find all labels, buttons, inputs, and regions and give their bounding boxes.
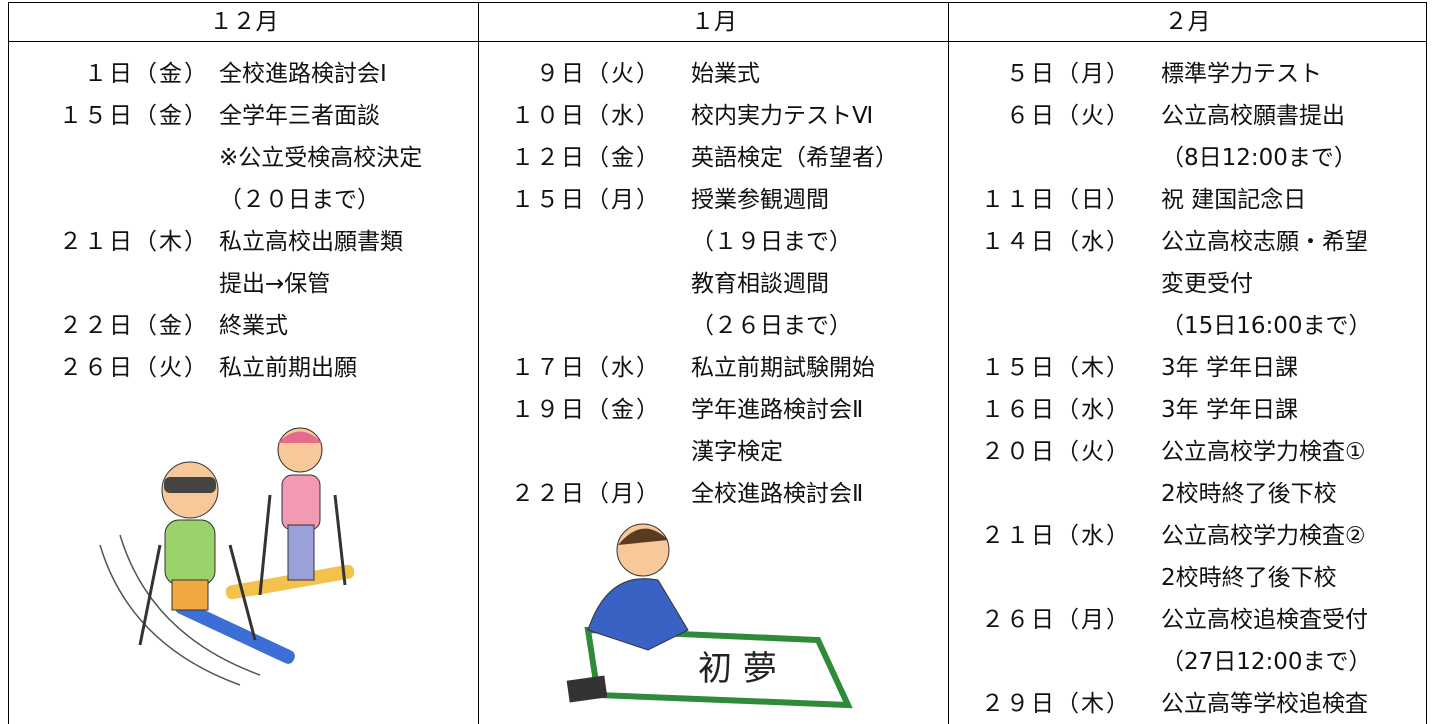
event-text: 変更受付 <box>1161 271 1253 297</box>
event-date: ２１日（水） <box>981 523 1131 549</box>
event-text: 2校時終了後下校 <box>1161 565 1337 591</box>
event-text: 公立高等学校追検査 <box>1161 691 1368 717</box>
event-text: 標準学力テスト <box>1161 61 1322 87</box>
event-text: 終業式 <box>219 313 288 339</box>
event-date: １日（金） <box>84 61 209 87</box>
event-date: ２６日（火） <box>59 355 209 381</box>
event-text: （２０日まで） <box>219 187 380 213</box>
event-text: 学年進路検討会Ⅱ <box>691 397 864 423</box>
event-text: 私立高校出願書類 <box>219 229 403 255</box>
event-text: 祝 建国記念日 <box>1161 187 1307 213</box>
event-date: ５日（月） <box>1006 61 1131 87</box>
event-text: 提出→保管 <box>219 271 331 297</box>
event-date: １０日（水） <box>511 103 661 129</box>
event-date: １１日（日） <box>981 187 1131 213</box>
event-date: ９日（火） <box>536 61 661 87</box>
event-date: １５日（木） <box>981 355 1131 381</box>
event-text: 漢字検定 <box>691 439 783 465</box>
event-date: １６日（水） <box>981 397 1131 423</box>
event-text: 全学年三者面談 <box>219 103 380 129</box>
event-text: （8日12:00まで） <box>1161 145 1357 171</box>
event-text: （15日16:00まで） <box>1161 313 1372 339</box>
month-column: １月 ９日（火） 始業式 １０日（水） 校内実力テストⅥ １２日（金） 英語検定（希望者） １… <box>478 2 949 724</box>
event-date: ２９日（木） <box>981 691 1131 717</box>
event-date: ２２日（金） <box>59 313 209 339</box>
month-column: １２月 １日（金） 全校進路検討会Ⅰ １５日（金） 全学年三者面談 ※公立受検高校決定 （２… <box>8 2 479 724</box>
event-text: 私立前期出願 <box>219 355 357 381</box>
skier-illustration <box>99 427 355 686</box>
month-header: １２月 <box>9 2 479 42</box>
event-text: 全校進路検討会Ⅰ <box>219 61 387 87</box>
event-text: 校内実力テストⅥ <box>691 103 874 129</box>
event-text: 授業参観週間 <box>691 187 829 213</box>
event-text: 始業式 <box>691 61 760 87</box>
event-text: 3年 学年日課 <box>1161 397 1298 423</box>
event-text: 私立前期試験開始 <box>691 355 875 381</box>
event-text: 公立高校志願・希望 <box>1161 229 1368 255</box>
event-text: 全校進路検討会Ⅱ <box>691 481 864 507</box>
event-date: ６日（火） <box>1006 103 1131 129</box>
event-text: 英語検定（希望者） <box>691 145 898 171</box>
event-text: 公立高校学力検査② <box>1161 523 1366 549</box>
event-text: 2校時終了後下校 <box>1161 481 1337 507</box>
month-column: ２月 ５日（月） 標準学力テスト ６日（火） 公立高校願書提出 （8日12:00まで） １１… <box>948 2 1427 724</box>
event-text: 公立高校学力検査① <box>1161 439 1366 465</box>
event-text: （27日12:00まで） <box>1161 649 1372 675</box>
event-text: 教育相談週間 <box>691 271 829 297</box>
event-date: ２１日（木） <box>59 229 209 255</box>
month-header: １月 <box>479 2 949 42</box>
event-date: １５日（月） <box>511 187 661 213</box>
event-date: １４日（水） <box>981 229 1131 255</box>
event-date: １９日（金） <box>511 397 661 423</box>
calligraphy-illustration: 初 夢 <box>566 523 853 709</box>
event-date: １２日（金） <box>511 145 661 171</box>
event-text: ※公立受検高校決定 <box>219 145 423 171</box>
event-date: １７日（水） <box>511 355 661 381</box>
event-text: 公立高校追検査受付 <box>1161 607 1368 633</box>
event-date: ２２日（月） <box>511 481 661 507</box>
event-text: 公立高校願書提出 <box>1161 103 1345 129</box>
svg-text:初 夢: 初 夢 <box>698 649 777 689</box>
event-text: （１９日まで） <box>691 229 852 255</box>
event-date: ２６日（月） <box>981 607 1131 633</box>
month-header: ２月 <box>949 2 1426 42</box>
event-text: （２６日まで） <box>691 313 852 339</box>
event-date: １５日（金） <box>59 103 209 129</box>
event-text: 3年 学年日課 <box>1161 355 1298 381</box>
event-date: ２０日（火） <box>981 439 1131 465</box>
